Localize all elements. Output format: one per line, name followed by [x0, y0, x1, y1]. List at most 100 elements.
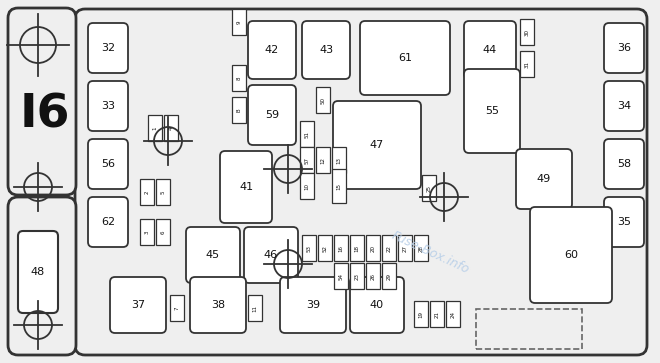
FancyBboxPatch shape — [604, 139, 644, 189]
Bar — [300, 173, 314, 199]
Text: 7: 7 — [174, 306, 180, 310]
FancyBboxPatch shape — [350, 277, 404, 333]
FancyBboxPatch shape — [604, 23, 644, 73]
Text: 48: 48 — [31, 267, 45, 277]
Bar — [430, 301, 444, 327]
FancyBboxPatch shape — [88, 139, 128, 189]
Bar — [232, 97, 246, 123]
Text: 50: 50 — [321, 97, 325, 103]
Bar — [140, 219, 154, 245]
FancyBboxPatch shape — [110, 277, 166, 333]
FancyBboxPatch shape — [186, 227, 240, 283]
Text: 51: 51 — [304, 131, 310, 138]
FancyBboxPatch shape — [18, 231, 58, 313]
Bar — [422, 175, 436, 201]
Bar — [232, 65, 246, 91]
Text: 10: 10 — [304, 183, 310, 189]
FancyBboxPatch shape — [302, 21, 350, 79]
Text: 16: 16 — [339, 245, 343, 252]
Text: 20: 20 — [370, 245, 376, 252]
Text: 2: 2 — [145, 190, 150, 194]
Text: 57: 57 — [304, 156, 310, 163]
Bar — [414, 235, 428, 261]
Text: 47: 47 — [370, 140, 384, 150]
FancyBboxPatch shape — [88, 197, 128, 247]
Text: B: B — [236, 108, 242, 112]
Text: 26: 26 — [370, 273, 376, 280]
Text: 37: 37 — [131, 300, 145, 310]
Bar — [366, 235, 380, 261]
Text: 8: 8 — [236, 76, 242, 80]
Text: 25: 25 — [426, 184, 432, 192]
Text: 32: 32 — [101, 43, 115, 53]
FancyBboxPatch shape — [248, 21, 296, 79]
Text: 49: 49 — [537, 174, 551, 184]
FancyBboxPatch shape — [88, 81, 128, 131]
Text: 23: 23 — [354, 273, 360, 280]
Text: 1: 1 — [152, 126, 158, 130]
Bar — [334, 263, 348, 289]
Text: 3: 3 — [145, 230, 150, 234]
Text: 19: 19 — [418, 310, 424, 318]
Text: 5: 5 — [160, 190, 166, 194]
Bar — [350, 263, 364, 289]
Bar — [300, 121, 314, 147]
Text: Fuse-Box.info: Fuse-Box.info — [389, 229, 471, 277]
Text: 61: 61 — [398, 53, 412, 63]
Text: 13: 13 — [337, 156, 341, 163]
Text: 60: 60 — [564, 250, 578, 260]
Text: 18: 18 — [354, 245, 360, 252]
Text: 4: 4 — [168, 126, 174, 130]
Bar — [302, 235, 316, 261]
Text: 15: 15 — [337, 183, 341, 189]
Text: 38: 38 — [211, 300, 225, 310]
Bar — [332, 147, 346, 173]
Bar — [248, 295, 262, 321]
Text: 21: 21 — [434, 310, 440, 318]
Bar — [414, 301, 428, 327]
FancyBboxPatch shape — [190, 277, 246, 333]
FancyBboxPatch shape — [248, 85, 296, 145]
Text: 44: 44 — [483, 45, 497, 55]
Bar — [316, 147, 330, 173]
Bar — [366, 263, 380, 289]
Bar — [164, 115, 178, 141]
Bar — [476, 309, 582, 349]
FancyBboxPatch shape — [604, 197, 644, 247]
Bar — [156, 219, 170, 245]
FancyBboxPatch shape — [360, 21, 450, 95]
Bar — [382, 263, 396, 289]
FancyBboxPatch shape — [604, 81, 644, 131]
FancyBboxPatch shape — [464, 21, 516, 79]
Bar — [316, 87, 330, 113]
Bar — [350, 235, 364, 261]
Text: 45: 45 — [206, 250, 220, 260]
Text: 36: 36 — [617, 43, 631, 53]
Text: 43: 43 — [319, 45, 333, 55]
FancyBboxPatch shape — [8, 197, 76, 355]
Text: 24: 24 — [451, 310, 455, 318]
Bar — [156, 179, 170, 205]
Text: 33: 33 — [101, 101, 115, 111]
Text: 28: 28 — [418, 245, 424, 252]
FancyBboxPatch shape — [516, 149, 572, 209]
Text: 31: 31 — [525, 61, 529, 68]
Bar — [398, 235, 412, 261]
Text: 35: 35 — [617, 217, 631, 227]
FancyBboxPatch shape — [530, 207, 612, 303]
Bar — [140, 179, 154, 205]
Text: 58: 58 — [617, 159, 631, 169]
Text: 39: 39 — [306, 300, 320, 310]
Text: 53: 53 — [306, 245, 312, 252]
Text: 6: 6 — [160, 230, 166, 234]
Text: 54: 54 — [339, 273, 343, 280]
Text: 9: 9 — [236, 20, 242, 24]
Bar — [148, 115, 162, 141]
Text: 12: 12 — [321, 156, 325, 163]
Text: 30: 30 — [525, 29, 529, 36]
Bar — [232, 9, 246, 35]
Text: 42: 42 — [265, 45, 279, 55]
FancyBboxPatch shape — [8, 8, 76, 195]
Text: 40: 40 — [370, 300, 384, 310]
Text: 56: 56 — [101, 159, 115, 169]
